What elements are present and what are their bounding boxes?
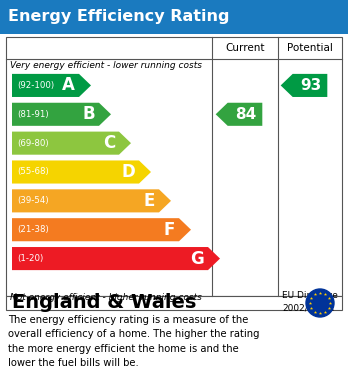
Polygon shape bbox=[12, 247, 220, 270]
Text: EU Directive
2002/91/EC: EU Directive 2002/91/EC bbox=[282, 291, 338, 313]
Polygon shape bbox=[281, 74, 327, 97]
Text: G: G bbox=[190, 249, 204, 267]
Polygon shape bbox=[12, 103, 111, 126]
Text: (1-20): (1-20) bbox=[17, 254, 43, 263]
Text: (21-38): (21-38) bbox=[17, 225, 49, 234]
Text: Potential: Potential bbox=[287, 43, 333, 53]
Text: A: A bbox=[62, 76, 75, 95]
Text: (55-68): (55-68) bbox=[17, 167, 49, 176]
Text: (39-54): (39-54) bbox=[17, 196, 49, 205]
Bar bbox=[0, 0, 348, 34]
Text: E: E bbox=[144, 192, 155, 210]
Text: 93: 93 bbox=[301, 78, 322, 93]
Polygon shape bbox=[12, 189, 171, 212]
Text: (81-91): (81-91) bbox=[17, 110, 49, 119]
Text: D: D bbox=[121, 163, 135, 181]
Text: Not energy efficient - higher running costs: Not energy efficient - higher running co… bbox=[10, 293, 202, 302]
Text: Very energy efficient - lower running costs: Very energy efficient - lower running co… bbox=[10, 61, 202, 70]
Text: (69-80): (69-80) bbox=[17, 139, 49, 148]
Text: B: B bbox=[82, 105, 95, 123]
Text: Energy Efficiency Rating: Energy Efficiency Rating bbox=[8, 9, 229, 25]
Polygon shape bbox=[12, 218, 191, 241]
Text: 84: 84 bbox=[236, 107, 257, 122]
Text: The energy efficiency rating is a measure of the
overall efficiency of a home. T: The energy efficiency rating is a measur… bbox=[8, 315, 260, 368]
Circle shape bbox=[306, 289, 334, 317]
Bar bbox=[6, 296, 342, 310]
Text: F: F bbox=[164, 221, 175, 239]
Polygon shape bbox=[12, 160, 151, 183]
Text: C: C bbox=[103, 134, 115, 152]
Text: England & Wales: England & Wales bbox=[12, 294, 196, 312]
Text: (92-100): (92-100) bbox=[17, 81, 54, 90]
Bar bbox=[6, 37, 342, 296]
Text: Current: Current bbox=[225, 43, 265, 53]
Polygon shape bbox=[12, 74, 91, 97]
Polygon shape bbox=[12, 132, 131, 155]
Polygon shape bbox=[216, 103, 262, 126]
